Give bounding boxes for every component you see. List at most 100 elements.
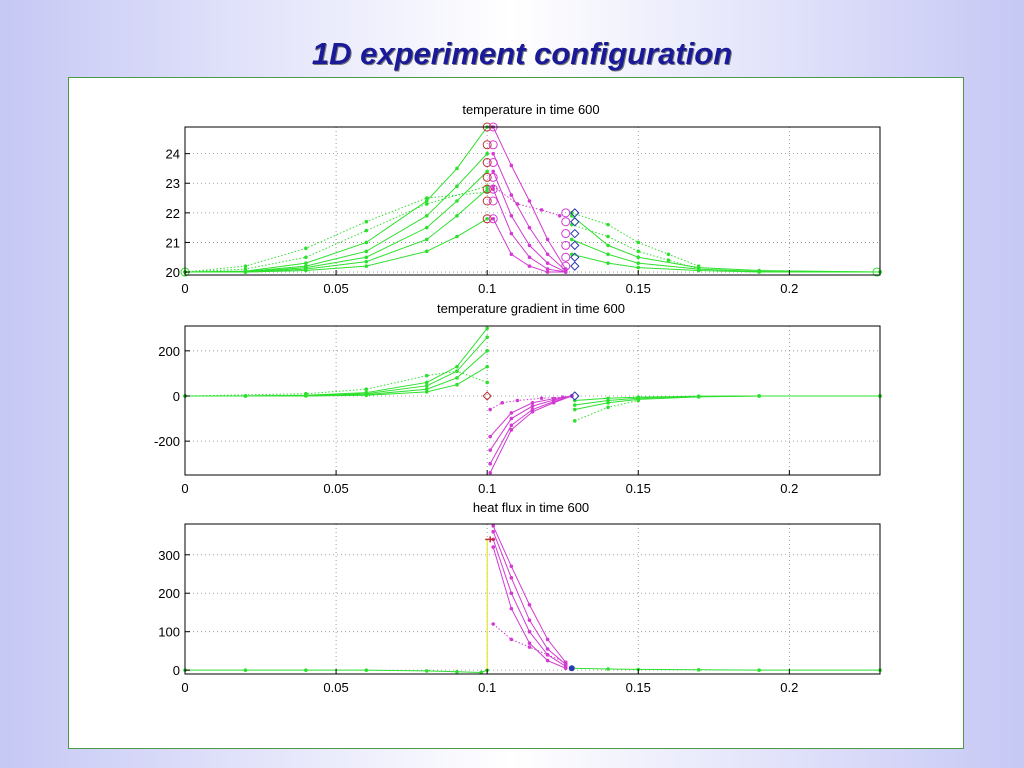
data-point bbox=[491, 529, 496, 534]
data-point bbox=[485, 216, 489, 221]
data-point bbox=[527, 225, 532, 230]
data-point bbox=[509, 637, 514, 642]
data-point bbox=[304, 261, 308, 265]
data-point bbox=[606, 396, 610, 401]
y-tick-label: -200 bbox=[154, 434, 180, 449]
data-point bbox=[545, 658, 550, 663]
temperature-chart-title: temperature in time 600 bbox=[462, 102, 599, 117]
y-tick-label: 23 bbox=[166, 176, 180, 191]
y-tick-label: 100 bbox=[158, 625, 180, 640]
x-tick-label: 0.05 bbox=[323, 281, 348, 296]
data-point bbox=[545, 652, 550, 657]
data-point bbox=[636, 395, 641, 399]
data-point bbox=[563, 666, 568, 671]
data-point bbox=[569, 237, 574, 242]
data-point bbox=[364, 255, 369, 260]
series-line bbox=[571, 224, 699, 270]
data-point bbox=[545, 267, 550, 271]
data-point bbox=[606, 222, 610, 227]
diamond-marker bbox=[570, 261, 580, 271]
data-point bbox=[485, 151, 489, 156]
diamond-marker bbox=[482, 391, 492, 401]
data-point bbox=[509, 163, 514, 168]
data-point bbox=[509, 193, 514, 197]
data-point bbox=[424, 196, 429, 200]
diamond-marker bbox=[570, 208, 580, 218]
temperature-chart: temperature in time 600 0 0.05 0.1 0.15 0.2 2… bbox=[166, 102, 882, 296]
data-point bbox=[364, 219, 369, 224]
diamond-marker bbox=[570, 217, 580, 227]
axes-frame bbox=[184, 325, 881, 476]
data-point bbox=[455, 369, 459, 373]
x-tick-label: 0.2 bbox=[780, 680, 798, 695]
circle-marker bbox=[561, 240, 571, 250]
data-point bbox=[530, 407, 535, 412]
x-tick-label: 0 bbox=[181, 481, 188, 496]
data-point bbox=[424, 225, 429, 230]
data-point bbox=[455, 364, 459, 369]
data-point bbox=[424, 380, 429, 385]
heat-flux-chart: heat flux in time 600 0 0.05 0.1 0.15 0.2 0 10… bbox=[158, 500, 882, 695]
data-point bbox=[424, 202, 429, 206]
y-tick-label: 21 bbox=[166, 235, 180, 250]
series-line bbox=[185, 218, 488, 273]
data-point bbox=[455, 376, 459, 380]
series-line bbox=[492, 546, 566, 669]
series-line bbox=[492, 185, 560, 217]
data-point bbox=[304, 264, 308, 268]
data-point bbox=[551, 396, 556, 401]
data-point bbox=[573, 407, 577, 412]
data-point bbox=[488, 461, 492, 466]
circle-marker bbox=[561, 261, 571, 271]
figure-frame bbox=[68, 77, 964, 749]
data-point bbox=[491, 524, 496, 528]
data-point bbox=[424, 249, 429, 254]
data-point bbox=[485, 326, 489, 331]
data-point bbox=[569, 394, 574, 398]
data-point bbox=[606, 243, 610, 248]
data-point bbox=[557, 214, 562, 218]
series-line bbox=[185, 669, 488, 673]
x-tick-label: 0.2 bbox=[780, 481, 798, 496]
data-point bbox=[530, 400, 535, 405]
data-point bbox=[364, 393, 369, 398]
temperature-gradient-chart-title: temperature gradient in time 600 bbox=[437, 301, 625, 316]
data-point bbox=[515, 202, 520, 206]
circle-marker bbox=[488, 196, 498, 206]
data-point bbox=[424, 199, 429, 203]
data-point bbox=[364, 249, 369, 254]
data-point bbox=[606, 405, 610, 410]
circle-marker bbox=[561, 229, 571, 239]
data-point bbox=[530, 404, 535, 408]
circle-marker bbox=[482, 140, 492, 150]
x-tick-label: 0.15 bbox=[626, 680, 651, 695]
series-line bbox=[571, 253, 880, 273]
data-point bbox=[509, 576, 514, 580]
data-point bbox=[636, 261, 641, 265]
data-point bbox=[424, 237, 429, 242]
series-line bbox=[185, 171, 488, 273]
data-point bbox=[545, 252, 550, 257]
data-point bbox=[606, 261, 610, 265]
data-point bbox=[488, 470, 492, 475]
data-point bbox=[636, 398, 641, 403]
data-point bbox=[696, 264, 701, 268]
data-point bbox=[509, 411, 514, 415]
data-point bbox=[560, 395, 565, 399]
data-point bbox=[527, 243, 532, 248]
x-tick-label: 0 bbox=[181, 680, 188, 695]
data-point bbox=[527, 602, 532, 607]
data-point bbox=[485, 380, 489, 385]
data-point bbox=[488, 407, 492, 412]
x-tick-label: 0.2 bbox=[780, 281, 798, 296]
data-point bbox=[455, 234, 459, 239]
series-line bbox=[184, 191, 488, 273]
data-point bbox=[563, 660, 568, 665]
circle-marker bbox=[482, 172, 492, 182]
series-line bbox=[571, 212, 699, 267]
heat-flux-chart-title: heat flux in time 600 bbox=[473, 500, 589, 515]
data-point bbox=[455, 214, 459, 218]
data-point bbox=[757, 270, 761, 274]
data-point bbox=[424, 384, 429, 388]
